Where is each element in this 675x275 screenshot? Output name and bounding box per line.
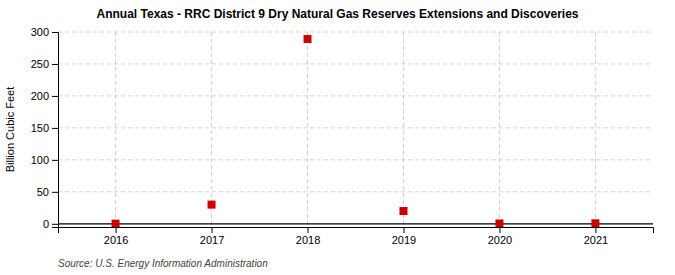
point	[304, 35, 312, 43]
chart: 2016 2017 2018 2019 2020 2021 0 50 100 150 200 250 3…	[0, 0, 675, 275]
tick-label: 200	[31, 90, 49, 102]
grid-line-x	[307, 32, 308, 227]
plot-area: 2016 2017 2018 2019 2020 2021 0 50 100 150 200 250 3…	[31, 26, 654, 246]
tick-mark	[52, 64, 58, 65]
tick-label: 250	[31, 58, 49, 70]
tick: 0	[43, 218, 58, 230]
grid-line-y	[58, 95, 653, 96]
tick-mark	[308, 227, 309, 233]
tick-label: 2018	[296, 234, 320, 246]
grid-line-y	[58, 127, 653, 128]
tick-mark	[212, 227, 213, 233]
grid-line-x	[595, 32, 596, 227]
tick: 2016	[104, 227, 128, 246]
grid-line-y	[58, 191, 653, 192]
tick-label: 2016	[104, 234, 128, 246]
point	[495, 219, 503, 227]
point	[591, 219, 599, 227]
x-axis: 2016 2017 2018 2019 2020 2021	[59, 227, 654, 246]
tick: 150	[31, 122, 58, 134]
tick: 2021	[584, 227, 608, 246]
tick-label: 0	[43, 218, 49, 230]
y-axis-title: Billion Cubic Feet	[4, 87, 16, 173]
tick: 2019	[392, 227, 416, 246]
tick: 100	[31, 154, 58, 166]
tick: 2020	[488, 227, 512, 246]
tick-mark	[595, 227, 596, 233]
y-axis: 0 50 100 150 200 250 300	[31, 26, 59, 230]
source-note: Source: U.S. Energy Information Administ…	[58, 258, 268, 269]
tick-mark	[52, 160, 58, 161]
point	[112, 220, 120, 227]
title: Annual Texas - RRC District 9 Dry Natura…	[97, 7, 579, 21]
tick-label: 50	[37, 186, 49, 198]
tick-mark	[52, 32, 58, 33]
grid-line-x	[115, 32, 116, 227]
point	[399, 207, 407, 215]
tick-label: 100	[31, 154, 49, 166]
grid-line-y	[58, 32, 653, 33]
tick-mark	[52, 192, 58, 193]
tick-mark	[499, 227, 500, 233]
tick-label: 2020	[488, 234, 512, 246]
points	[112, 35, 600, 227]
tick: 2018	[296, 227, 320, 246]
grid-line-x	[211, 32, 212, 227]
grid-line-x	[499, 32, 500, 227]
grid-line-x	[403, 32, 404, 227]
tick: 300	[31, 26, 58, 38]
tick-mark	[116, 227, 117, 233]
tick-label: 2021	[584, 234, 608, 246]
tick-mark	[52, 96, 58, 97]
tick-label: 300	[31, 26, 49, 38]
zero-line	[58, 223, 653, 224]
tick-label: 2017	[200, 234, 224, 246]
tick: 200	[31, 90, 58, 102]
axis-line	[52, 33, 59, 228]
tick-label: 150	[31, 122, 49, 134]
tick: 2017	[200, 227, 224, 246]
tick-label: 2019	[392, 234, 416, 246]
tick: 250	[31, 58, 58, 70]
point	[208, 201, 216, 209]
grid-line-y	[58, 63, 653, 64]
tick: 50	[37, 186, 58, 198]
axis-line	[59, 228, 654, 234]
grid	[58, 32, 653, 227]
tick-mark	[52, 128, 58, 129]
grid-line-y	[58, 159, 653, 160]
tick-mark	[403, 227, 404, 233]
tick-mark	[52, 224, 58, 225]
